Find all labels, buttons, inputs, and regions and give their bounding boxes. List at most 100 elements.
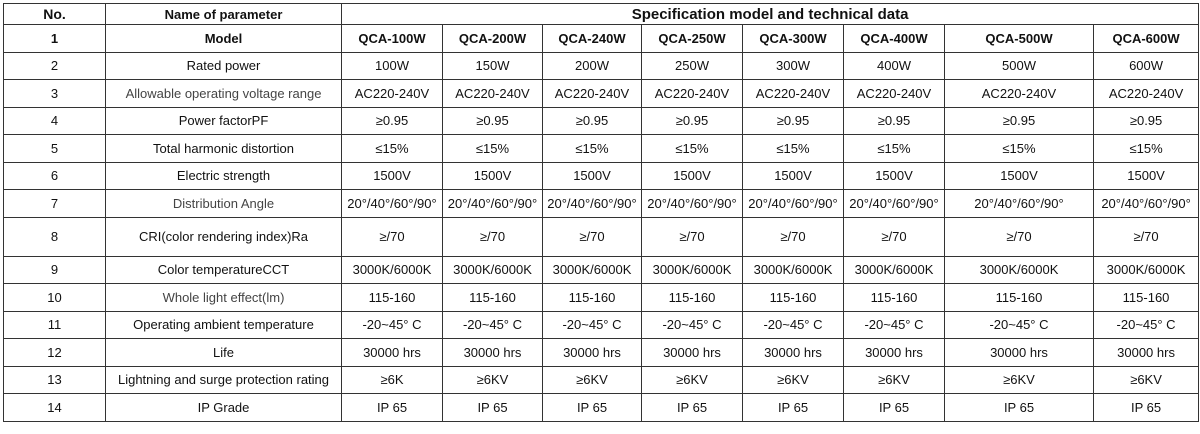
value-cell: -20~45° C <box>1092 310 1200 339</box>
value-cell: QCA-500W <box>944 24 1094 53</box>
table-row: 12 Life 30000 hrs 30000 hrs 30000 hrs 30… <box>3 338 1200 367</box>
value-cell: IP 65 <box>944 393 1094 422</box>
param-name: IP Grade <box>105 393 342 422</box>
value-cell: QCA-240W <box>542 24 642 53</box>
value-cell: ≥6KV <box>542 365 642 394</box>
value-cell: 1500V <box>341 161 443 190</box>
value-cell: 20°/40°/60°/90° <box>442 189 543 218</box>
value-cell: -20~45° C <box>341 310 443 339</box>
value-cell: ≤15% <box>442 134 543 163</box>
value-cell: AC220-240V <box>843 79 945 108</box>
value-cell: ≤15% <box>641 134 743 163</box>
value-cell: 100W <box>341 51 443 80</box>
value-cell: AC220-240V <box>442 79 543 108</box>
param-name: Power factorPF <box>105 106 342 135</box>
value-cell: 115-160 <box>641 283 743 312</box>
header-no: No. <box>3 3 106 25</box>
value-cell: -20~45° C <box>542 310 642 339</box>
value-cell: IP 65 <box>542 393 642 422</box>
value-cell: 500W <box>944 51 1094 80</box>
value-cell: IP 65 <box>843 393 945 422</box>
value-cell: 30000 hrs <box>944 338 1094 367</box>
value-cell: -20~45° C <box>944 310 1094 339</box>
value-cell: 200W <box>542 51 642 80</box>
value-cell: AC220-240V <box>341 79 443 108</box>
value-cell: 3000K/6000K <box>442 255 543 284</box>
value-cell: 600W <box>1092 51 1200 80</box>
value-cell: 30000 hrs <box>1092 338 1200 367</box>
row-number: 5 <box>3 134 106 163</box>
value-cell: ≤15% <box>944 134 1094 163</box>
value-cell: -20~45° C <box>641 310 743 339</box>
value-cell: 115-160 <box>341 283 443 312</box>
value-cell: 1500V <box>843 161 945 190</box>
table-row: 14 IP Grade IP 65 IP 65 IP 65 IP 65 IP 6… <box>3 393 1200 422</box>
value-cell: 30000 hrs <box>542 338 642 367</box>
table-row: 11 Operating ambient temperature -20~45°… <box>3 310 1200 339</box>
spec-table: No. Name of parameter Specification mode… <box>3 3 1200 422</box>
value-cell: ≥6KV <box>944 365 1094 394</box>
value-cell: 1500V <box>542 161 642 190</box>
value-cell: 20°/40°/60°/90° <box>641 189 743 218</box>
value-cell: ≥0.95 <box>442 106 543 135</box>
value-cell: ≥/70 <box>843 216 945 257</box>
row-number: 12 <box>3 338 106 367</box>
value-cell: ≥6KV <box>1092 365 1200 394</box>
table-row: 6 Electric strength 1500V 1500V 1500V 15… <box>3 161 1200 190</box>
value-cell: 30000 hrs <box>341 338 443 367</box>
value-cell: -20~45° C <box>442 310 543 339</box>
header-param: Name of parameter <box>105 3 342 25</box>
value-cell: 3000K/6000K <box>944 255 1094 284</box>
value-cell: ≥/70 <box>1092 216 1200 257</box>
param-name: Color temperatureCCT <box>105 255 342 284</box>
value-cell: 3000K/6000K <box>1092 255 1200 284</box>
value-cell: 20°/40°/60°/90° <box>542 189 642 218</box>
value-cell: 150W <box>442 51 543 80</box>
value-cell: 3000K/6000K <box>641 255 743 284</box>
value-cell: ≥/70 <box>542 216 642 257</box>
value-cell: 3000K/6000K <box>542 255 642 284</box>
value-cell: QCA-400W <box>843 24 945 53</box>
value-cell: 115-160 <box>944 283 1094 312</box>
value-cell: 300W <box>742 51 844 80</box>
value-cell: AC220-240V <box>641 79 743 108</box>
value-cell: ≤15% <box>542 134 642 163</box>
table-row: 9 Color temperatureCCT 3000K/6000K 3000K… <box>3 255 1200 284</box>
value-cell: ≥0.95 <box>944 106 1094 135</box>
value-cell: ≥6KV <box>742 365 844 394</box>
value-cell: 115-160 <box>742 283 844 312</box>
row-number: 13 <box>3 365 106 394</box>
value-cell: 1500V <box>742 161 844 190</box>
value-cell: ≥0.95 <box>641 106 743 135</box>
param-name: Lightning and surge protection rating <box>105 365 342 394</box>
value-cell: QCA-300W <box>742 24 844 53</box>
value-cell: ≥0.95 <box>742 106 844 135</box>
value-cell: QCA-100W <box>341 24 443 53</box>
table-row: 1 Model QCA-100W QCA-200W QCA-240W QCA-2… <box>3 24 1200 53</box>
value-cell: IP 65 <box>341 393 443 422</box>
table-row: 10 Whole light effect(lm) 115-160 115-16… <box>3 283 1200 312</box>
param-name: Distribution Angle <box>105 189 342 218</box>
param-name: Allowable operating voltage range <box>105 79 342 108</box>
value-cell: 30000 hrs <box>442 338 543 367</box>
value-cell: ≥/70 <box>442 216 543 257</box>
value-cell: 250W <box>641 51 743 80</box>
value-cell: ≥/70 <box>944 216 1094 257</box>
value-cell: 30000 hrs <box>843 338 945 367</box>
value-cell: ≥0.95 <box>843 106 945 135</box>
table-row: 8 CRI(color rendering index)Ra ≥/70 ≥/70… <box>3 216 1200 257</box>
value-cell: IP 65 <box>742 393 844 422</box>
value-cell: ≥6KV <box>442 365 543 394</box>
table-row: 3 Allowable operating voltage range AC22… <box>3 79 1200 108</box>
value-cell: ≤15% <box>742 134 844 163</box>
row-number: 8 <box>3 216 106 257</box>
row-number: 4 <box>3 106 106 135</box>
value-cell: 20°/40°/60°/90° <box>843 189 945 218</box>
value-cell: IP 65 <box>641 393 743 422</box>
value-cell: AC220-240V <box>742 79 844 108</box>
row-number: 11 <box>3 310 106 339</box>
param-name: Whole light effect(lm) <box>105 283 342 312</box>
param-name: Rated power <box>105 51 342 80</box>
row-number: 6 <box>3 161 106 190</box>
value-cell: 1500V <box>1092 161 1200 190</box>
